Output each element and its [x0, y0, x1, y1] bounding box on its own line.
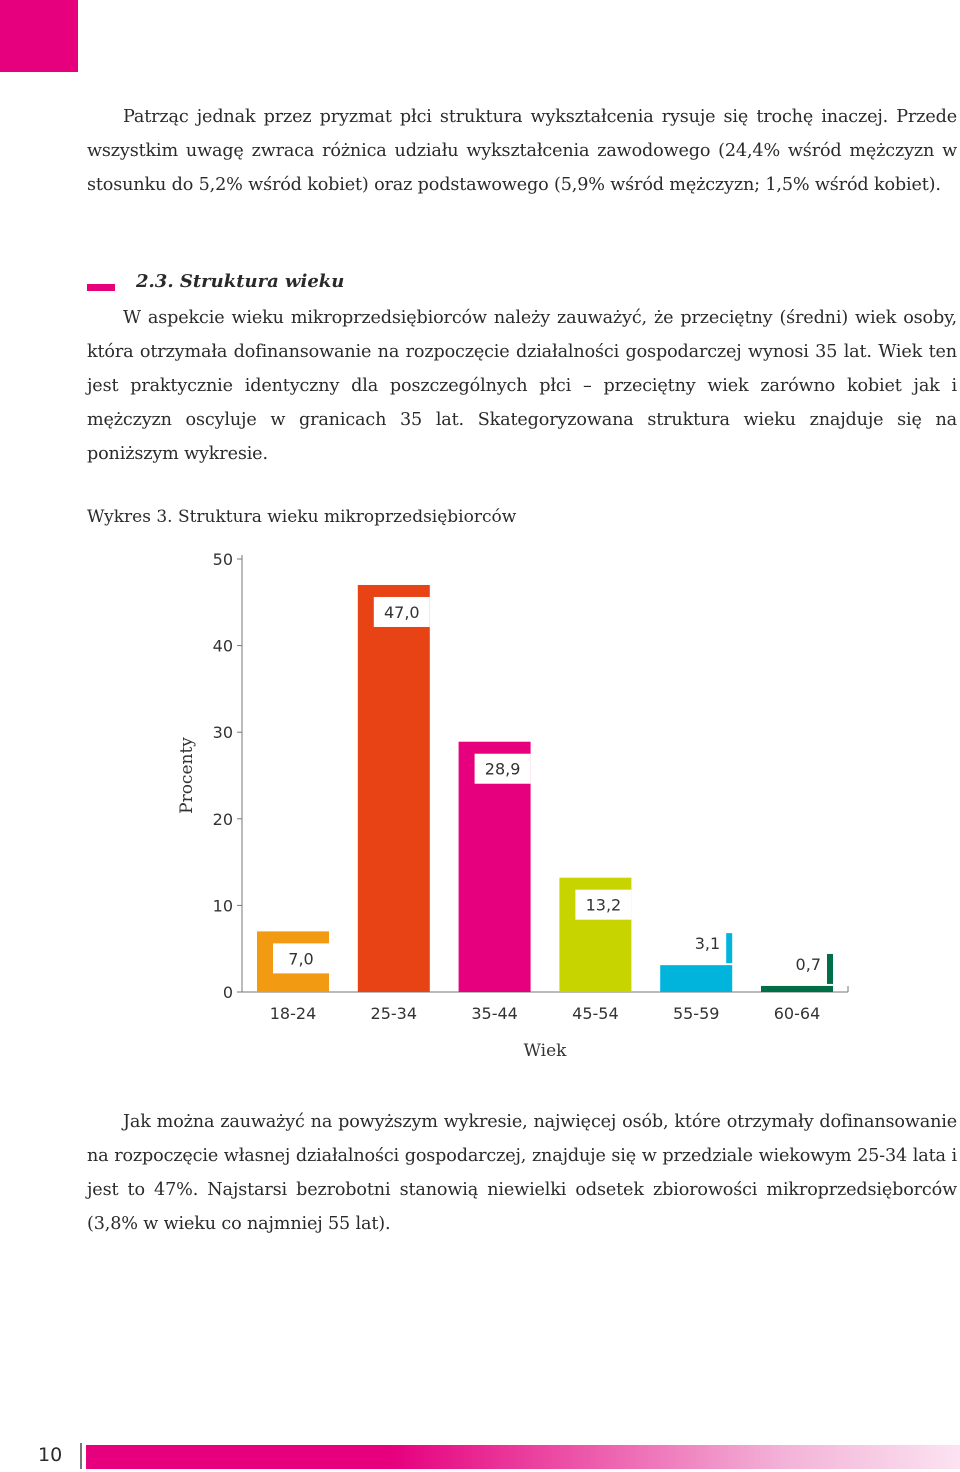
- x-tick-label-55-59: 55-59: [673, 1004, 720, 1023]
- x-tick-label-18-24: 18-24: [270, 1004, 317, 1023]
- data-label-box-45-54: [575, 889, 632, 920]
- data-label-18-24: 7,0: [288, 949, 313, 968]
- page-number: 10: [38, 1444, 63, 1466]
- data-label-box-18-24: [273, 943, 329, 974]
- y-tick-label-1: 10: [213, 896, 233, 915]
- section-marker: [87, 284, 115, 291]
- x-axis-title: Wiek: [524, 1041, 568, 1061]
- section-heading: 2.3. Struktura wieku: [136, 271, 345, 292]
- paragraph-conclusion: Jak można zauważyć na powyższym wykresie…: [87, 1112, 957, 1234]
- y-tick-label-2: 20: [213, 810, 233, 829]
- paragraph-gender-education: Patrząc jednak przez pryzmat płci strukt…: [87, 107, 957, 195]
- data-label-55-59: 3,1: [695, 934, 720, 953]
- data-label-marker-60-64: [827, 953, 833, 984]
- data-label-35-44: 28,9: [485, 760, 521, 779]
- bar-55-59: [660, 965, 733, 992]
- data-label-25-34: 47,0: [384, 603, 420, 622]
- footer-gradient-bar: [86, 1445, 960, 1469]
- x-tick-label-60-64: 60-64: [774, 1004, 821, 1023]
- paragraph-age-structure: W aspekcie wieku mikroprzedsiębiorców na…: [87, 308, 957, 464]
- x-tick-label-35-44: 35-44: [471, 1004, 517, 1023]
- y-tick-label-4: 40: [213, 637, 233, 656]
- y-tick-label-3: 30: [213, 723, 233, 742]
- data-label-box-25-34: [373, 596, 430, 627]
- data-label-box-35-44: [474, 753, 531, 784]
- corner-accent-block: [0, 0, 78, 72]
- bar-60-64: [761, 985, 833, 992]
- data-label-45-54: 13,2: [586, 896, 622, 915]
- data-label-60-64: 0,7: [796, 955, 821, 974]
- footer-separator: [80, 1443, 82, 1469]
- y-axis-title: Procenty: [177, 737, 197, 814]
- x-tick-label-45-54: 45-54: [572, 1004, 619, 1023]
- x-tick-label-25-34: 25-34: [371, 1004, 418, 1023]
- chart-caption: Wykres 3. Struktura wieku mikroprzedsięb…: [87, 507, 517, 527]
- bar-25-34: [357, 584, 430, 992]
- y-tick-label-5: 50: [213, 550, 233, 569]
- age-structure-chart: 0 10 20 30 40 50 7,0 18-24 47,0 25-34 28,9 35-44 13,…: [177, 550, 849, 1061]
- data-label-marker-55-59: [726, 933, 733, 964]
- y-tick-label-0: 0: [223, 983, 233, 1002]
